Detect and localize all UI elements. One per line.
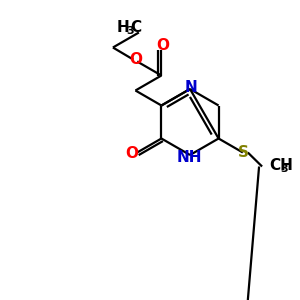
Text: 3: 3 [280,164,288,175]
Text: N: N [184,80,197,95]
Text: CH: CH [269,158,293,173]
Text: 3: 3 [126,26,134,35]
Text: S: S [238,145,249,160]
Text: O: O [126,146,139,161]
Text: H: H [116,20,129,35]
Text: NH: NH [176,149,202,164]
Text: O: O [130,52,143,67]
Text: C: C [130,20,142,35]
Text: O: O [156,38,169,53]
